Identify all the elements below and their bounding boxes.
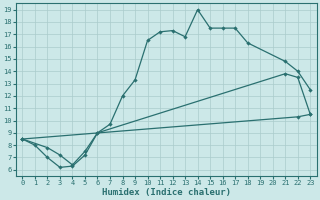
X-axis label: Humidex (Indice chaleur): Humidex (Indice chaleur): [102, 188, 231, 197]
